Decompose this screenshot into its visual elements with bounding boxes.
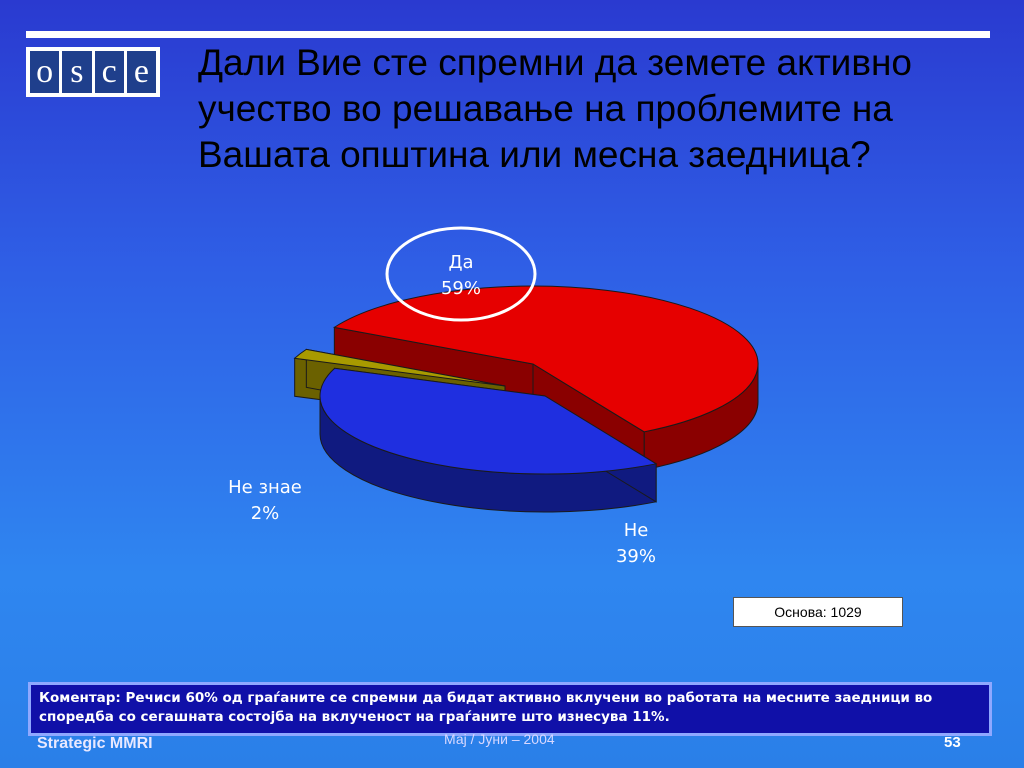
slice-label-name: Не	[624, 520, 649, 541]
highlight-ellipse	[385, 226, 537, 322]
slice-label-name: Да	[448, 252, 473, 273]
logo-letter: c	[94, 51, 124, 93]
slice-label-2: Не знае 2%	[228, 477, 302, 524]
slice-label-0: Да 59%	[385, 226, 537, 322]
pie-slice-top	[333, 285, 759, 433]
logo-letter: o	[30, 51, 60, 93]
pie-slice-1	[319, 367, 658, 513]
pie-slice-top	[319, 367, 658, 475]
comment-box: Коментар: Речиси 60% од граѓаните се спр…	[28, 682, 992, 736]
top-divider	[26, 31, 990, 38]
slice-label-1: Не 39%	[616, 520, 656, 567]
page-number: 53	[944, 734, 961, 751]
slice-label-value: 39%	[616, 546, 656, 567]
footer-brand: Strategic MMRI	[37, 735, 153, 752]
pie-slice-top	[293, 348, 506, 387]
slice-label-name: Не знае	[228, 477, 302, 498]
logo-letter: e	[126, 51, 156, 93]
slide-title: Дали Вие сте спремни да земете активно у…	[198, 42, 912, 175]
slice-label-value: 2%	[251, 503, 280, 524]
slice-label-value: 59%	[441, 278, 481, 299]
logo-letter: s	[62, 51, 92, 93]
footer-date: Мај / Јуни – 2004	[444, 731, 555, 747]
osce-logo: o s c e	[26, 47, 160, 97]
base-note: Основа: 1029	[733, 597, 903, 627]
comment-text: Коментар: Речиси 60% од граѓаните се спр…	[39, 690, 933, 725]
